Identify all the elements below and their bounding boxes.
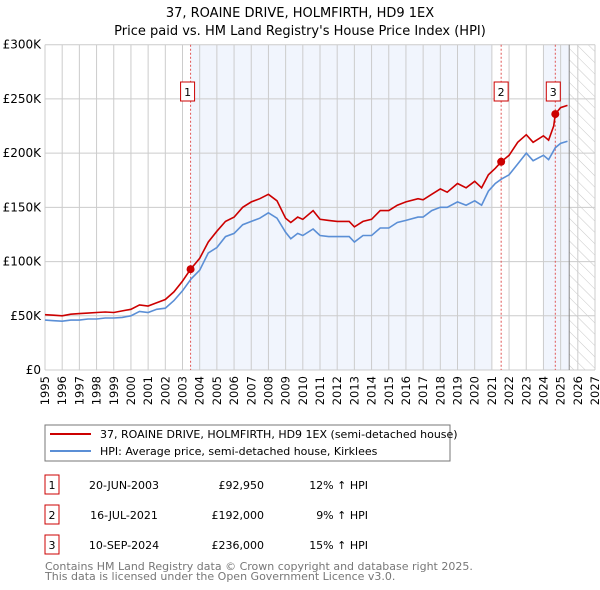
x-tick-label: 2022	[502, 376, 516, 405]
x-tick-label: 2001	[141, 376, 155, 405]
x-tick-label: 1995	[38, 376, 52, 405]
y-tick-label: £50K	[10, 309, 42, 323]
x-tick-label: 2013	[347, 376, 361, 405]
x-tick-label: 1997	[72, 376, 86, 405]
x-tick-label: 2009	[279, 376, 293, 405]
sale-number-label: 2	[498, 86, 505, 99]
x-tick-label: 2026	[571, 376, 585, 405]
sale-number-box	[180, 81, 196, 102]
x-tick-label: 2011	[313, 376, 327, 405]
table-row: 1 20-JUN-2003 £92,950 12% ↑ HPI	[44, 474, 368, 495]
x-tick-label: 2025	[554, 376, 568, 405]
y-tick-label: £250K	[3, 92, 43, 106]
x-tick-label: 2007	[244, 376, 258, 405]
legend-box	[44, 424, 451, 462]
sale-price: £236,000	[212, 539, 265, 552]
y-tick-label: £100K	[3, 255, 43, 269]
sale-number-box	[493, 81, 509, 102]
sale-hpi-diff: 12% ↑ HPI	[309, 479, 368, 492]
sale-number: 3	[49, 539, 56, 552]
x-tick-label: 2000	[124, 376, 138, 405]
sale-number-box	[545, 81, 561, 102]
x-tick-label: 2019	[451, 376, 465, 405]
sale-number-box	[44, 504, 60, 525]
chart-subtitle: Price paid vs. HM Land Registry's House …	[114, 24, 486, 39]
x-tick-label: 2012	[330, 376, 344, 405]
sale-point	[497, 157, 506, 166]
x-tick-label: 2002	[158, 376, 172, 405]
x-tick-label: 2020	[468, 376, 482, 405]
footer-copyright: Contains HM Land Registry data © Crown c…	[45, 560, 473, 573]
sale-number-label: 3	[550, 86, 557, 99]
x-tick-label: 2027	[588, 376, 600, 405]
sale-number: 2	[49, 509, 56, 522]
x-tick-label: 1996	[55, 376, 69, 405]
x-tick-label: 2004	[193, 376, 207, 405]
x-tick-label: 2003	[176, 376, 190, 405]
sale-price: £192,000	[212, 509, 265, 522]
chart-title: 37, ROAINE DRIVE, HOLMFIRTH, HD9 1EX	[166, 6, 434, 21]
x-tick-label: 2024	[536, 376, 550, 405]
legend-label-property: 37, ROAINE DRIVE, HOLMFIRTH, HD9 1EX (se…	[100, 428, 458, 441]
sale-hpi-diff: 15% ↑ HPI	[309, 539, 368, 552]
y-tick-label: £0	[26, 363, 41, 377]
sale-price: £92,950	[219, 479, 265, 492]
sale-point	[186, 265, 195, 274]
hpi-line	[44, 140, 568, 323]
sale-date: 20-JUN-2003	[89, 479, 159, 492]
x-tick-label: 2016	[399, 376, 413, 405]
legend-label-hpi: HPI: Average price, semi-detached house,…	[100, 445, 378, 458]
footer-licence: This data is licensed under the Open Gov…	[44, 570, 395, 583]
sale-number: 1	[49, 479, 56, 492]
x-tick-label: 2021	[485, 376, 499, 405]
sale-hpi-diff: 9% ↑ HPI	[316, 509, 368, 522]
x-tick-label: 1998	[90, 376, 104, 405]
x-tick-label: 2023	[519, 376, 533, 405]
sale-number-label: 1	[184, 86, 191, 99]
x-tick-label: 2014	[365, 376, 379, 405]
legend: 37, ROAINE DRIVE, HOLMFIRTH, HD9 1EX (se…	[44, 424, 458, 462]
x-tick-label: 2005	[210, 376, 224, 405]
sale-date: 16-JUL-2021	[90, 509, 158, 522]
sales-table: 1 20-JUN-2003 £92,950 12% ↑ HPI 2 16-JUL-2021…	[44, 474, 368, 555]
sale-date: 10-SEP-2024	[89, 539, 159, 552]
x-tick-label: 2017	[416, 376, 430, 405]
x-tick-label: 1999	[107, 376, 121, 405]
x-tick-label: 2006	[227, 376, 241, 405]
sale-point	[551, 110, 560, 119]
sale-number-box	[44, 534, 60, 555]
x-tick-label: 2008	[261, 376, 275, 405]
plot-area: 1995 1996 1997 1998 1999 2000 2001 2002 2003 2004…	[3, 38, 600, 406]
x-tick-label: 2010	[296, 376, 310, 405]
y-tick-label: £200K	[3, 146, 43, 160]
x-tick-label: 2018	[433, 376, 447, 405]
table-row: 3 10-SEP-2024 £236,000 15% ↑ HPI	[44, 534, 368, 555]
table-row: 2 16-JUL-2021 £192,000 9% ↑ HPI	[44, 504, 368, 525]
y-tick-label: £150K	[3, 200, 43, 214]
y-tick-label: £300K	[3, 38, 43, 52]
x-tick-label: 2015	[382, 376, 396, 405]
property-price-line	[44, 104, 568, 317]
sale-number-box	[44, 474, 60, 495]
